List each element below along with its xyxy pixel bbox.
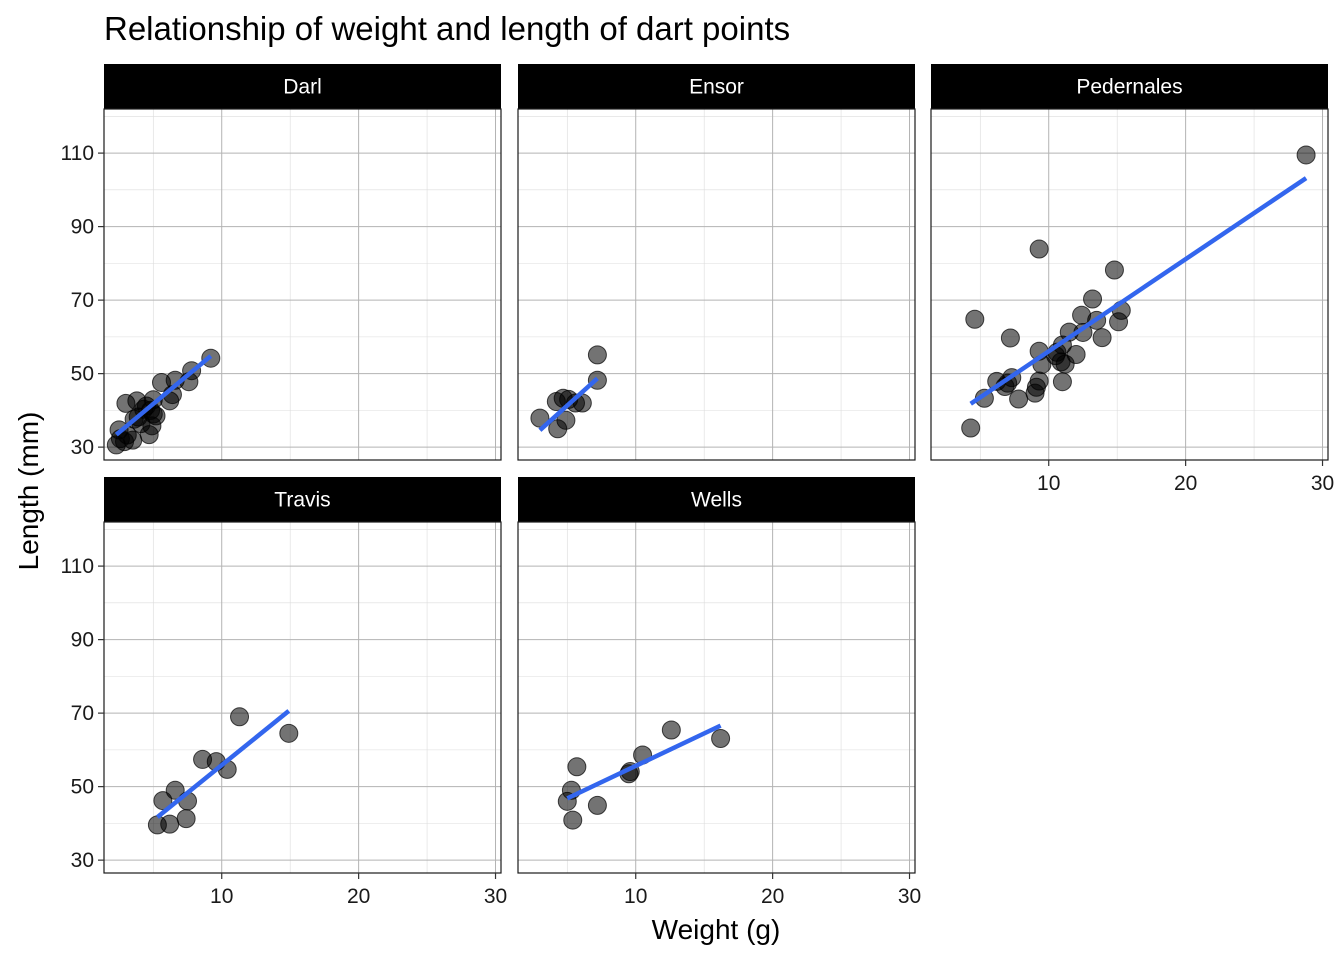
y-tick-label: 30 [71, 436, 94, 459]
data-point [1066, 345, 1086, 365]
facet-strip-wells [518, 477, 915, 522]
data-point [587, 795, 607, 815]
x-tick-label: 10 [624, 885, 647, 908]
facet-strip-travis [104, 477, 501, 522]
data-point [563, 810, 583, 830]
facet-panel-wells: Wells 10 20 30 [517, 477, 921, 908]
panel-border [930, 108, 1329, 461]
facet-strip-label-travis: Travis [274, 489, 330, 512]
data-point [556, 410, 576, 430]
data-point [661, 720, 681, 740]
x-tick-label: 10 [210, 885, 233, 908]
facet-strip-label-pedernales: Pedernales [1076, 76, 1182, 99]
data-point [230, 707, 250, 727]
trend-line [969, 176, 1308, 406]
facet-strip-label-darl: Darl [283, 76, 322, 99]
facet-panel-travis: Travis 30 50 70 90 110 10 20 30 [61, 477, 507, 908]
x-tick-label: 20 [347, 885, 370, 908]
y-tick-label: 50 [71, 776, 94, 799]
trend-line [114, 354, 213, 437]
data-point [279, 723, 299, 743]
panel-border [103, 108, 502, 461]
y-tick-label: 30 [71, 849, 94, 872]
x-tick-label: 30 [1311, 472, 1334, 495]
x-axis-title: Weight (g) [652, 914, 781, 945]
data-point [587, 345, 607, 365]
data-point [1092, 328, 1112, 348]
panel-background [518, 522, 915, 873]
y-tick-label: 110 [61, 142, 94, 165]
y-tick-label: 90 [71, 216, 94, 239]
trend-line [155, 709, 291, 819]
x-tick-label: 20 [1174, 472, 1197, 495]
data-point [961, 418, 981, 438]
y-tick-label: 90 [71, 629, 94, 652]
data-point [711, 728, 731, 748]
y-tick-label: 50 [71, 363, 94, 386]
data-point [176, 809, 196, 829]
facet-strip-label-wells: Wells [691, 489, 742, 512]
data-point [153, 791, 173, 811]
data-point [160, 814, 180, 834]
facet-panel-pedernales: Pedernales 10 20 30 [930, 64, 1334, 495]
data-point [965, 309, 985, 329]
data-point [1052, 372, 1072, 392]
data-point [1029, 239, 1049, 259]
y-tick-label: 110 [61, 555, 94, 578]
data-point [1009, 389, 1029, 409]
facet-panel-darl: Darl 30 50 70 90 110 [61, 64, 502, 461]
y-tick-label: 70 [71, 289, 94, 312]
facet-strip-darl [104, 64, 501, 109]
panel-border [517, 108, 916, 461]
data-point [1029, 371, 1049, 391]
data-point [1000, 328, 1020, 348]
x-tick-label: 20 [761, 885, 784, 908]
data-point [1104, 260, 1124, 280]
panel-border [103, 521, 502, 874]
y-axis-title: Length (mm) [13, 412, 44, 571]
facet-strip-pedernales [931, 64, 1328, 109]
y-tick-label: 70 [71, 702, 94, 725]
trend-line [538, 376, 599, 432]
x-tick-label: 30 [484, 885, 507, 908]
facet-strip-label-ensor: Ensor [689, 76, 744, 99]
data-point [530, 408, 550, 428]
x-tick-label: 30 [898, 885, 921, 908]
panel-background [104, 522, 501, 873]
trend-line [566, 723, 722, 801]
data-point [1083, 289, 1103, 309]
chart-title: Relationship of weight and length of dar… [104, 10, 790, 47]
data-point [165, 780, 185, 800]
data-point [123, 430, 143, 450]
panel-background [931, 109, 1328, 460]
x-tick-label: 10 [1037, 472, 1060, 495]
facet-panel-ensor: Ensor [517, 64, 916, 461]
data-point [1296, 145, 1316, 165]
panel-border [517, 521, 916, 874]
data-point [567, 757, 587, 777]
facet-strip-ensor [518, 64, 915, 109]
